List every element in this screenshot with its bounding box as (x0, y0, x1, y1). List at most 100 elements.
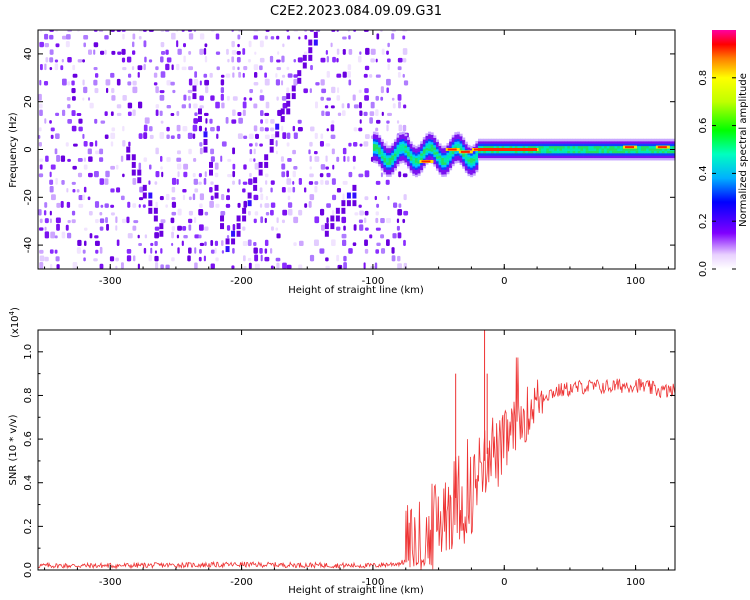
spectrogram-cell (254, 263, 260, 269)
spectrogram-cell (315, 82, 320, 86)
spectrogram-cell (496, 138, 500, 142)
spectrogram-cell (401, 134, 405, 137)
spectrogram-cell (396, 142, 400, 145)
spectrogram-cell (188, 66, 194, 71)
spectrogram-cell (627, 157, 631, 161)
spectrogram-cell (672, 141, 675, 144)
spectrogram-cell (375, 160, 379, 164)
spectrogram-cell (562, 153, 566, 156)
spectrogram-cell (464, 141, 468, 145)
spectrogram-cell (493, 153, 497, 156)
spectrogram-cell (214, 172, 219, 178)
spectrogram-cell (580, 150, 584, 154)
spectrogram-cell (667, 155, 671, 159)
spectrogram-cell (232, 96, 238, 101)
spectrogram-cell (577, 141, 581, 144)
spectrogram-cell (287, 35, 291, 40)
spectrogram-cell (170, 113, 175, 117)
spectrogram-cell (275, 227, 279, 231)
spectrogram-cell (372, 153, 376, 156)
spectrogram-cell (472, 158, 476, 162)
spectrogram-cell (459, 143, 463, 146)
spectrogram-cell (556, 141, 560, 144)
spectrogram-cell (606, 155, 610, 159)
spectrogram-cell (638, 148, 642, 151)
spectrogram-cell (188, 50, 192, 55)
spectrogram-cell (520, 143, 524, 147)
spectrogram-cell (193, 158, 197, 162)
spectrogram-cell (640, 148, 644, 151)
spectrogram-cell (88, 210, 93, 216)
spectrogram-cell (385, 179, 390, 185)
spectrogram-cell (428, 157, 432, 161)
spectrogram-cell (496, 150, 500, 154)
spectrogram-cell (43, 81, 49, 86)
spectrogram-cell (483, 138, 487, 142)
spectrogram-cell (275, 79, 281, 86)
spectrogram-cell (648, 143, 652, 147)
spectrogram-cell (325, 257, 329, 262)
spectrogram-cell (485, 150, 489, 154)
spectrogram-cell (193, 178, 198, 185)
spectrogram-cell (78, 195, 83, 201)
spectrogram-cell (454, 136, 458, 140)
spectrogram-cell (485, 143, 489, 147)
spectrogram-cell (546, 143, 550, 147)
spectrogram-cell (653, 141, 657, 144)
spectrogram-cell (66, 188, 69, 193)
spectrogram-cell (56, 202, 61, 208)
spectrogram-y-tick-label: 40 (23, 48, 34, 61)
spectrogram-cell (281, 187, 286, 193)
spectrogram-cell (541, 148, 545, 151)
spectrogram-cell (221, 240, 224, 247)
spectrogram-cell (611, 145, 615, 149)
spectrogram-cell (253, 35, 258, 40)
spectrogram-cell (292, 125, 296, 132)
spectrogram-cell (567, 153, 571, 156)
spectrogram-cell (604, 155, 608, 159)
spectrogram-cell (99, 178, 105, 185)
spectrogram-cell (651, 143, 655, 147)
spectrogram-cell (462, 142, 466, 145)
spectrogram-cell (451, 151, 455, 155)
spectrogram-cell (159, 94, 165, 101)
spectrogram-cell (567, 157, 571, 161)
spectrogram-cell (259, 95, 265, 101)
spectrogram-cell (51, 194, 56, 201)
spectrogram-cell (454, 144, 458, 147)
spectrogram-cell (117, 51, 122, 55)
spectrogram-cell (428, 141, 432, 144)
spectrogram-cell (331, 178, 336, 185)
spectrogram-cell (630, 138, 634, 142)
spectrogram-cell (632, 141, 636, 144)
spectrogram-cell (330, 124, 335, 132)
spectrogram-cell (378, 154, 382, 157)
spectrogram-cell (451, 158, 455, 162)
spectrogram-cell (485, 138, 489, 142)
spectrogram-cell (95, 218, 99, 224)
spectrogram-cell (388, 150, 392, 153)
spectrogram-cell (238, 71, 242, 78)
spectrogram-cell (512, 143, 516, 147)
spectrogram-cell (667, 153, 671, 156)
spectrogram-cell (199, 48, 204, 55)
spectrogram-cell (606, 143, 610, 147)
spectrogram-cell (375, 158, 379, 162)
spectrogram-cell (242, 215, 247, 222)
spectrogram-cell (293, 74, 298, 78)
spectrogram-cell (220, 79, 225, 86)
spectrogram-cell (441, 155, 445, 158)
spectrogram-cell (420, 145, 424, 149)
spectrogram-cell (260, 193, 264, 201)
spectrogram-cell (383, 169, 387, 173)
spectrogram-cell (669, 145, 673, 149)
spectrogram-cell (412, 151, 416, 155)
spectrogram-cell (422, 136, 426, 140)
snr-y-tick-label: 0.4 (23, 475, 34, 491)
spectrogram-cell (575, 153, 579, 156)
spectrogram-cell (661, 157, 665, 161)
spectrogram-cell (372, 148, 376, 151)
spectrogram-cell (522, 155, 526, 159)
spectrogram-cell (567, 141, 571, 144)
spectrogram-cell (380, 86, 384, 94)
